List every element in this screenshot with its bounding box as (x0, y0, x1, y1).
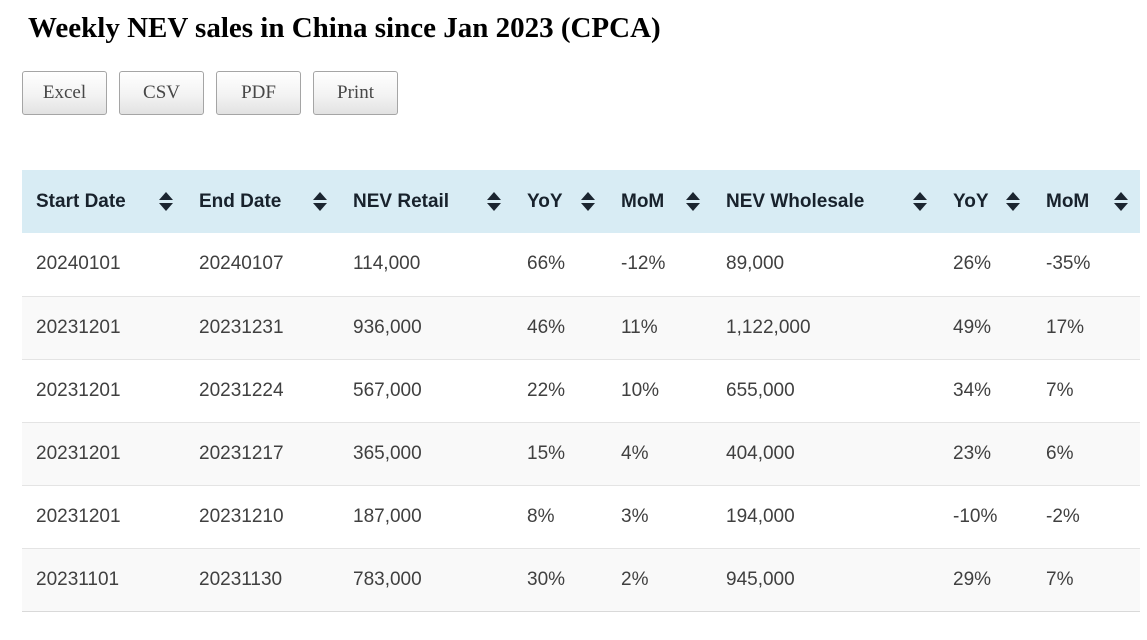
page-title: Weekly NEV sales in China since Jan 2023… (28, 12, 661, 44)
cell-retail-mom: -12% (607, 233, 712, 296)
table-row: 20231201 20231224 567,000 22% 10% 655,00… (22, 358, 1140, 422)
table-row: 20240101 20240107 114,000 66% -12% 89,00… (22, 233, 1140, 296)
cell-retail-mom: 4% (607, 421, 712, 485)
cell-wholesale-yoy: 34% (939, 358, 1032, 422)
cell-nev-wholesale: 194,000 (712, 484, 939, 548)
cell-wholesale-mom: -35% (1032, 233, 1140, 296)
cell-start-date: 20231101 (22, 547, 185, 612)
cell-nev-retail: 365,000 (339, 421, 513, 485)
cell-retail-yoy: 15% (513, 421, 607, 485)
sort-updown-icon (313, 192, 327, 211)
sort-updown-icon (1114, 192, 1128, 211)
cell-wholesale-yoy: 29% (939, 547, 1032, 612)
cell-start-date: 20231201 (22, 358, 185, 422)
cell-wholesale-yoy: 26% (939, 233, 1032, 296)
nev-sales-table: Start Date End Date NEV Retail YoY (22, 170, 1140, 612)
column-header-retail-mom[interactable]: MoM (607, 170, 712, 233)
cell-retail-yoy: 22% (513, 358, 607, 422)
cell-end-date: 20231231 (185, 295, 339, 359)
sort-updown-icon (159, 192, 173, 211)
export-pdf-button[interactable]: PDF (216, 71, 301, 115)
sort-updown-icon (1006, 192, 1020, 211)
column-label: NEV Wholesale (726, 190, 865, 212)
cell-end-date: 20231210 (185, 484, 339, 548)
column-label: MoM (621, 190, 665, 212)
cell-start-date: 20240101 (22, 233, 185, 296)
column-header-nev-retail[interactable]: NEV Retail (339, 170, 513, 233)
cell-nev-retail: 783,000 (339, 547, 513, 612)
table-row: 20231201 20231210 187,000 8% 3% 194,000 … (22, 484, 1140, 548)
cell-nev-wholesale: 945,000 (712, 547, 939, 612)
table-row: 20231101 20231130 783,000 30% 2% 945,000… (22, 547, 1140, 612)
cell-nev-retail: 936,000 (339, 295, 513, 359)
cell-nev-wholesale: 404,000 (712, 421, 939, 485)
export-print-button[interactable]: Print (313, 71, 398, 115)
table-body: 20240101 20240107 114,000 66% -12% 89,00… (22, 233, 1140, 612)
table-row: 20231201 20231231 936,000 46% 11% 1,122,… (22, 295, 1140, 359)
cell-end-date: 20231217 (185, 421, 339, 485)
column-label: MoM (1046, 190, 1090, 212)
sort-updown-icon (487, 192, 501, 211)
cell-nev-wholesale: 655,000 (712, 358, 939, 422)
sort-updown-icon (581, 192, 595, 211)
cell-end-date: 20231224 (185, 358, 339, 422)
cell-wholesale-yoy: -10% (939, 484, 1032, 548)
cell-wholesale-mom: -2% (1032, 484, 1140, 548)
cell-nev-wholesale: 1,122,000 (712, 295, 939, 359)
cell-retail-yoy: 8% (513, 484, 607, 548)
cell-wholesale-yoy: 49% (939, 295, 1032, 359)
column-label: Start Date (36, 190, 126, 212)
cell-retail-yoy: 66% (513, 233, 607, 296)
column-header-end-date[interactable]: End Date (185, 170, 339, 233)
cell-end-date: 20231130 (185, 547, 339, 612)
sort-updown-icon (686, 192, 700, 211)
cell-start-date: 20231201 (22, 421, 185, 485)
column-header-retail-yoy[interactable]: YoY (513, 170, 607, 233)
cell-wholesale-mom: 17% (1032, 295, 1140, 359)
column-header-nev-wholesale[interactable]: NEV Wholesale (712, 170, 939, 233)
column-header-wholesale-yoy[interactable]: YoY (939, 170, 1032, 233)
cell-end-date: 20240107 (185, 233, 339, 296)
cell-start-date: 20231201 (22, 484, 185, 548)
column-header-start-date[interactable]: Start Date (22, 170, 185, 233)
export-csv-button[interactable]: CSV (119, 71, 204, 115)
sort-updown-icon (913, 192, 927, 211)
cell-retail-mom: 2% (607, 547, 712, 612)
cell-wholesale-mom: 7% (1032, 358, 1140, 422)
cell-start-date: 20231201 (22, 295, 185, 359)
column-label: NEV Retail (353, 190, 450, 212)
column-label: YoY (527, 190, 563, 212)
cell-wholesale-yoy: 23% (939, 421, 1032, 485)
cell-nev-wholesale: 89,000 (712, 233, 939, 296)
export-excel-button[interactable]: Excel (22, 71, 107, 115)
cell-retail-yoy: 30% (513, 547, 607, 612)
export-toolbar: Excel CSV PDF Print (22, 71, 1147, 115)
cell-retail-mom: 10% (607, 358, 712, 422)
column-label: End Date (199, 190, 282, 212)
cell-wholesale-mom: 6% (1032, 421, 1140, 485)
cell-retail-mom: 11% (607, 295, 712, 359)
column-label: YoY (953, 190, 989, 212)
cell-nev-retail: 187,000 (339, 484, 513, 548)
table-header: Start Date End Date NEV Retail YoY (22, 170, 1140, 233)
table-row: 20231201 20231217 365,000 15% 4% 404,000… (22, 421, 1140, 485)
cell-nev-retail: 567,000 (339, 358, 513, 422)
column-header-wholesale-mom[interactable]: MoM (1032, 170, 1140, 233)
cell-retail-mom: 3% (607, 484, 712, 548)
cell-nev-retail: 114,000 (339, 233, 513, 296)
cell-wholesale-mom: 7% (1032, 547, 1140, 612)
cell-retail-yoy: 46% (513, 295, 607, 359)
